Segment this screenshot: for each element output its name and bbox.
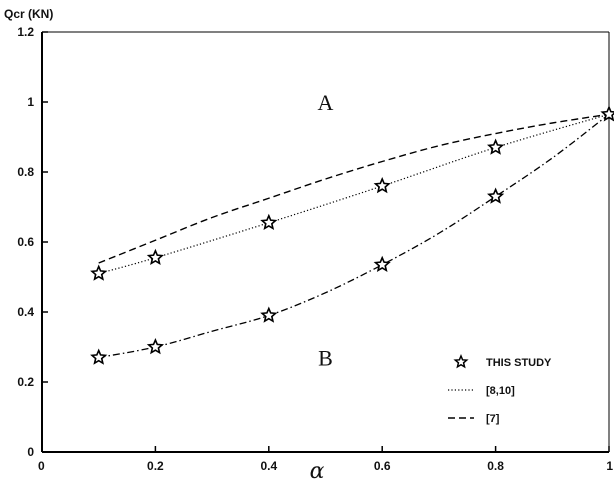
- data-point-star: [373, 176, 391, 194]
- region-label: A: [318, 90, 334, 115]
- legend-label: [8,10]: [486, 385, 515, 397]
- legend-label: [7]: [486, 413, 500, 425]
- curves: [98, 113, 610, 359]
- y-tick-label: 1.2: [17, 25, 34, 39]
- legend-star-icon: [453, 354, 469, 369]
- data-point-star: [486, 187, 505, 204]
- y-tick-label: 1: [27, 95, 34, 109]
- y-tick-label: 0.8: [17, 165, 34, 179]
- x-tick-label: 0: [38, 459, 45, 473]
- data-point-star: [146, 248, 165, 266]
- y-axis-title: Qcr (KN): [4, 7, 53, 21]
- x-tick-label: 0.4: [260, 459, 277, 473]
- y-tick-label: 0.6: [17, 235, 34, 249]
- data-point-star: [486, 138, 505, 155]
- y-tick-label: 0.4: [17, 305, 34, 319]
- data-point-star: [260, 213, 278, 231]
- x-axis-title: α: [310, 459, 325, 482]
- x-tick-label: 0.8: [487, 459, 504, 473]
- y-tick-label: 0.2: [17, 375, 34, 389]
- y-tick-label: 0: [27, 445, 34, 459]
- region-label: B: [318, 346, 333, 371]
- legend-label: THIS STUDY: [486, 357, 552, 369]
- series-line-dotted: [98, 113, 610, 275]
- legend: THIS STUDY [8,10] [7]: [448, 354, 552, 425]
- series-line-dash-dot: [98, 113, 610, 359]
- x-tick-label: 1: [606, 459, 613, 473]
- data-markers: [90, 105, 614, 365]
- y-ticks: 0 0.2 0.4 0.6 0.8 1 1.2: [17, 25, 48, 459]
- x-ticks: 0 0.2 0.4 0.6 0.8 1: [38, 446, 613, 473]
- data-point-star: [90, 264, 108, 281]
- data-point-star: [260, 306, 278, 323]
- x-tick-label: 0.6: [374, 459, 391, 473]
- data-point-star: [373, 255, 391, 273]
- data-point-star: [146, 337, 165, 355]
- x-tick-label: 0.2: [147, 459, 164, 473]
- data-point-star: [600, 105, 614, 122]
- region-annotations: AB: [318, 90, 334, 371]
- data-point-star: [90, 348, 108, 365]
- axes: Qcr (KN) 0 0.2 0.4 0.6 0.8 1 0 0.2 0.4 0.6 0.8 1 1.…: [4, 7, 613, 482]
- series-line-dashed: [98, 113, 610, 264]
